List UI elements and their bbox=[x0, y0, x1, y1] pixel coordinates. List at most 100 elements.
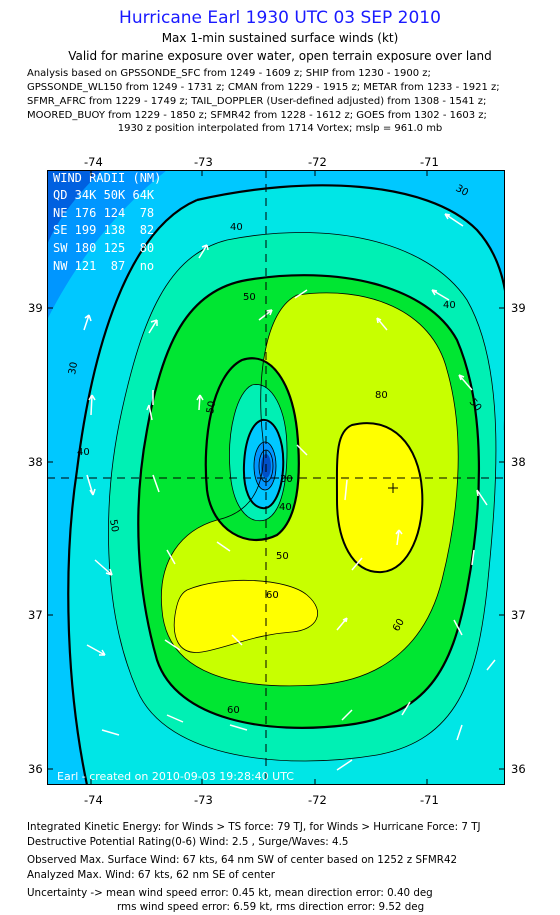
contour-label: 50 bbox=[243, 292, 256, 303]
contour-label: 30 bbox=[67, 361, 80, 375]
lon-tick-bottom: -73 bbox=[194, 793, 213, 807]
map-subtitle-1: Max 1-min sustained surface winds (kt) bbox=[161, 31, 399, 45]
wind-max-south bbox=[174, 580, 318, 653]
contour-label: 40 bbox=[77, 447, 90, 458]
wind-radii-table: WIND RADII (NM) QD 34K 50K 64K NE 176 12… bbox=[53, 171, 161, 273]
lon-tick-top: -74 bbox=[84, 155, 103, 169]
contour-line bbox=[75, 198, 198, 471]
wind-arrow bbox=[166, 549, 176, 565]
wind-arrow bbox=[351, 557, 363, 571]
contour-labels: 30 40 40 40 50 50 50 50 50 60 60 60 80 4… bbox=[67, 183, 483, 716]
wind-arrow bbox=[164, 639, 181, 651]
map-subtitle-2: Valid for marine exposure over water, op… bbox=[68, 49, 492, 63]
contour-label: 50 bbox=[205, 400, 218, 414]
wind-arrow bbox=[444, 213, 464, 227]
wind-arrow bbox=[431, 289, 450, 301]
wind-arrow bbox=[198, 244, 209, 259]
contour-lines bbox=[67, 184, 505, 785]
lat-tick-left: 36 bbox=[28, 762, 43, 776]
wind-arrow bbox=[166, 714, 184, 723]
wind-arrow bbox=[86, 644, 106, 656]
wind-arrow bbox=[94, 559, 113, 576]
contour-label: 80 bbox=[375, 390, 388, 401]
contour-label: 40 bbox=[279, 502, 292, 513]
wind-arrow bbox=[456, 724, 463, 741]
map-title: Hurricane Earl 1930 UTC 03 SEP 2010 bbox=[119, 8, 441, 28]
wind-arrow bbox=[101, 729, 120, 736]
wind-radii-row: SE 199 138 82 bbox=[53, 223, 154, 237]
wind-band-low-west bbox=[47, 170, 167, 320]
footer-dpr: Destructive Potential Rating(0-6) Wind: … bbox=[27, 836, 349, 848]
wind-arrow bbox=[336, 617, 348, 631]
wind-arrow bbox=[148, 319, 158, 334]
contour-line bbox=[67, 469, 89, 785]
wind-radii-row: SW 180 125 80 bbox=[53, 241, 154, 255]
lat-tick-right: 39 bbox=[511, 301, 526, 315]
lat-tick-left: 37 bbox=[28, 608, 43, 622]
analysis-line: GPSSONDE_WL150 from 1249 - 1731 z; CMAN … bbox=[27, 82, 500, 93]
contour-label: 60 bbox=[266, 590, 279, 601]
wind-radii-header: QD 34K 50K 64K bbox=[53, 188, 155, 202]
center-crosshair bbox=[47, 170, 505, 785]
analysis-line: Analysis based on GPSSONDE_SFC from 1249… bbox=[27, 68, 431, 79]
wind-arrow bbox=[229, 724, 248, 731]
wind-arrow bbox=[83, 314, 92, 331]
footer-uncertainty-1: Uncertainty -> mean wind speed error: 0.… bbox=[27, 887, 433, 899]
contour-line bbox=[137, 274, 481, 729]
contour-label: 40 bbox=[443, 300, 456, 311]
wind-arrow bbox=[86, 474, 96, 496]
wind-arrow bbox=[152, 474, 160, 493]
wind-band-lowest bbox=[47, 170, 102, 245]
wind-arrow bbox=[471, 549, 475, 566]
wind-arrow bbox=[376, 317, 388, 331]
contour-label: 40 bbox=[230, 222, 243, 233]
lon-tick-top: -72 bbox=[308, 155, 327, 169]
wind-arrow bbox=[453, 619, 463, 636]
wind-field-map: 30 40 40 40 50 50 50 50 50 60 60 60 80 4… bbox=[47, 170, 505, 785]
wind-arrow bbox=[196, 394, 204, 411]
wind-arrow bbox=[231, 634, 243, 646]
tick-marks bbox=[47, 170, 505, 785]
wind-arrow bbox=[296, 444, 308, 456]
lon-tick-top: -73 bbox=[194, 155, 213, 169]
contour-label: 30 bbox=[280, 474, 293, 485]
wind-arrow bbox=[336, 759, 353, 771]
lon-tick-top: -71 bbox=[420, 155, 439, 169]
analysis-line: SFMR_AFRC from 1229 - 1749 z; TAIL_DOPPL… bbox=[27, 96, 487, 107]
footer-uncertainty-2: rms wind speed error: 6.59 kt, rms direc… bbox=[117, 901, 425, 913]
lon-tick-bottom: -74 bbox=[84, 793, 103, 807]
contour-label: 60 bbox=[227, 705, 240, 716]
contour-line bbox=[196, 184, 505, 430]
footer-ike: Integrated Kinetic Energy: for Winds > T… bbox=[27, 821, 481, 833]
wind-arrow bbox=[458, 374, 473, 391]
wind-max-east bbox=[335, 422, 424, 574]
wind-arrow bbox=[216, 541, 231, 552]
wind-arrow bbox=[294, 289, 308, 299]
contour-line bbox=[173, 579, 318, 653]
wind-arrow bbox=[88, 394, 96, 416]
lat-tick-left: 39 bbox=[28, 301, 43, 315]
wind-radii-title: WIND RADII (NM) bbox=[53, 171, 161, 185]
lat-tick-left: 38 bbox=[28, 455, 43, 469]
contour-line bbox=[242, 418, 285, 510]
contour-line bbox=[253, 441, 277, 491]
wind-arrow bbox=[486, 659, 496, 671]
lon-tick-bottom: -72 bbox=[308, 793, 327, 807]
max-wind-marker bbox=[388, 483, 398, 493]
wind-arrow bbox=[341, 709, 353, 721]
footer-analyzed-max: Analyzed Max. Wind: 67 kts, 62 nm SE of … bbox=[27, 869, 275, 881]
wind-arrow bbox=[476, 489, 488, 506]
wind-arrow bbox=[401, 701, 411, 716]
wind-arrow bbox=[344, 479, 348, 501]
contour-line bbox=[204, 357, 300, 541]
footer-observed-max: Observed Max. Surface Wind: 67 kts, 64 n… bbox=[27, 854, 458, 866]
analysis-line: MOORED_BUOY from 1229 - 1850 z; SFMR42 f… bbox=[27, 110, 487, 121]
wind-vectors bbox=[83, 213, 496, 771]
position-info: 1930 z position interpolated from 1714 V… bbox=[117, 123, 443, 134]
wind-arrow bbox=[146, 404, 153, 421]
lat-tick-right: 37 bbox=[511, 608, 526, 622]
contour-line bbox=[229, 384, 288, 522]
wind-radii-row: NW 121 87 no bbox=[53, 259, 154, 273]
contour-label: 50 bbox=[276, 551, 289, 562]
map-frame bbox=[47, 170, 505, 785]
